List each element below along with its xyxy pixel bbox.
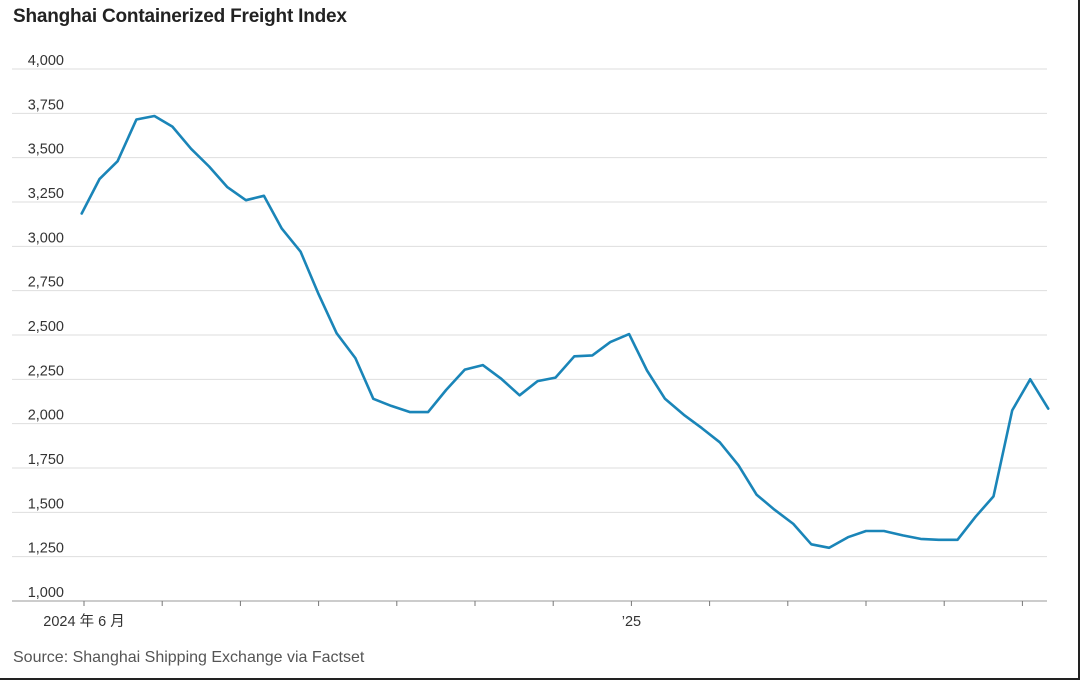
y-tick-label: 1,750 [28, 452, 64, 468]
y-tick-label: 2,750 [28, 275, 64, 291]
series-line-0 [80, 114, 1050, 550]
y-tick-label: 3,000 [28, 230, 64, 246]
y-tick-label: 3,500 [28, 142, 64, 158]
y-axis-labels: 1,000 1,250 1,500 1,750 2,000 2,250 2,500 2,750… [28, 53, 64, 601]
right-border [1078, 0, 1080, 680]
y-tick-label: 4,000 [28, 53, 64, 69]
series-group [80, 114, 1050, 550]
y-tick-label: 1,000 [28, 585, 64, 601]
y-tick-label: 2,250 [28, 363, 64, 379]
bottom-border [0, 678, 1080, 680]
x-axis-ticks: 2024 年 6 月 ’25 [43, 601, 1023, 630]
chart-title: Shanghai Containerized Freight Index [13, 6, 347, 27]
gridlines [12, 68, 1047, 602]
y-tick-label: 3,250 [28, 186, 64, 202]
y-tick-label: 1,250 [28, 541, 64, 557]
y-tick-label: 2,500 [28, 319, 64, 335]
y-tick-label: 1,500 [28, 496, 64, 512]
x-tick-label: ’25 [622, 614, 641, 630]
y-tick-label: 2,000 [28, 408, 64, 424]
source-note: Source: Shanghai Shipping Exchange via F… [13, 649, 365, 666]
x-tick-label: 2024 年 6 月 [43, 613, 124, 630]
y-tick-label: 3,750 [28, 97, 64, 113]
